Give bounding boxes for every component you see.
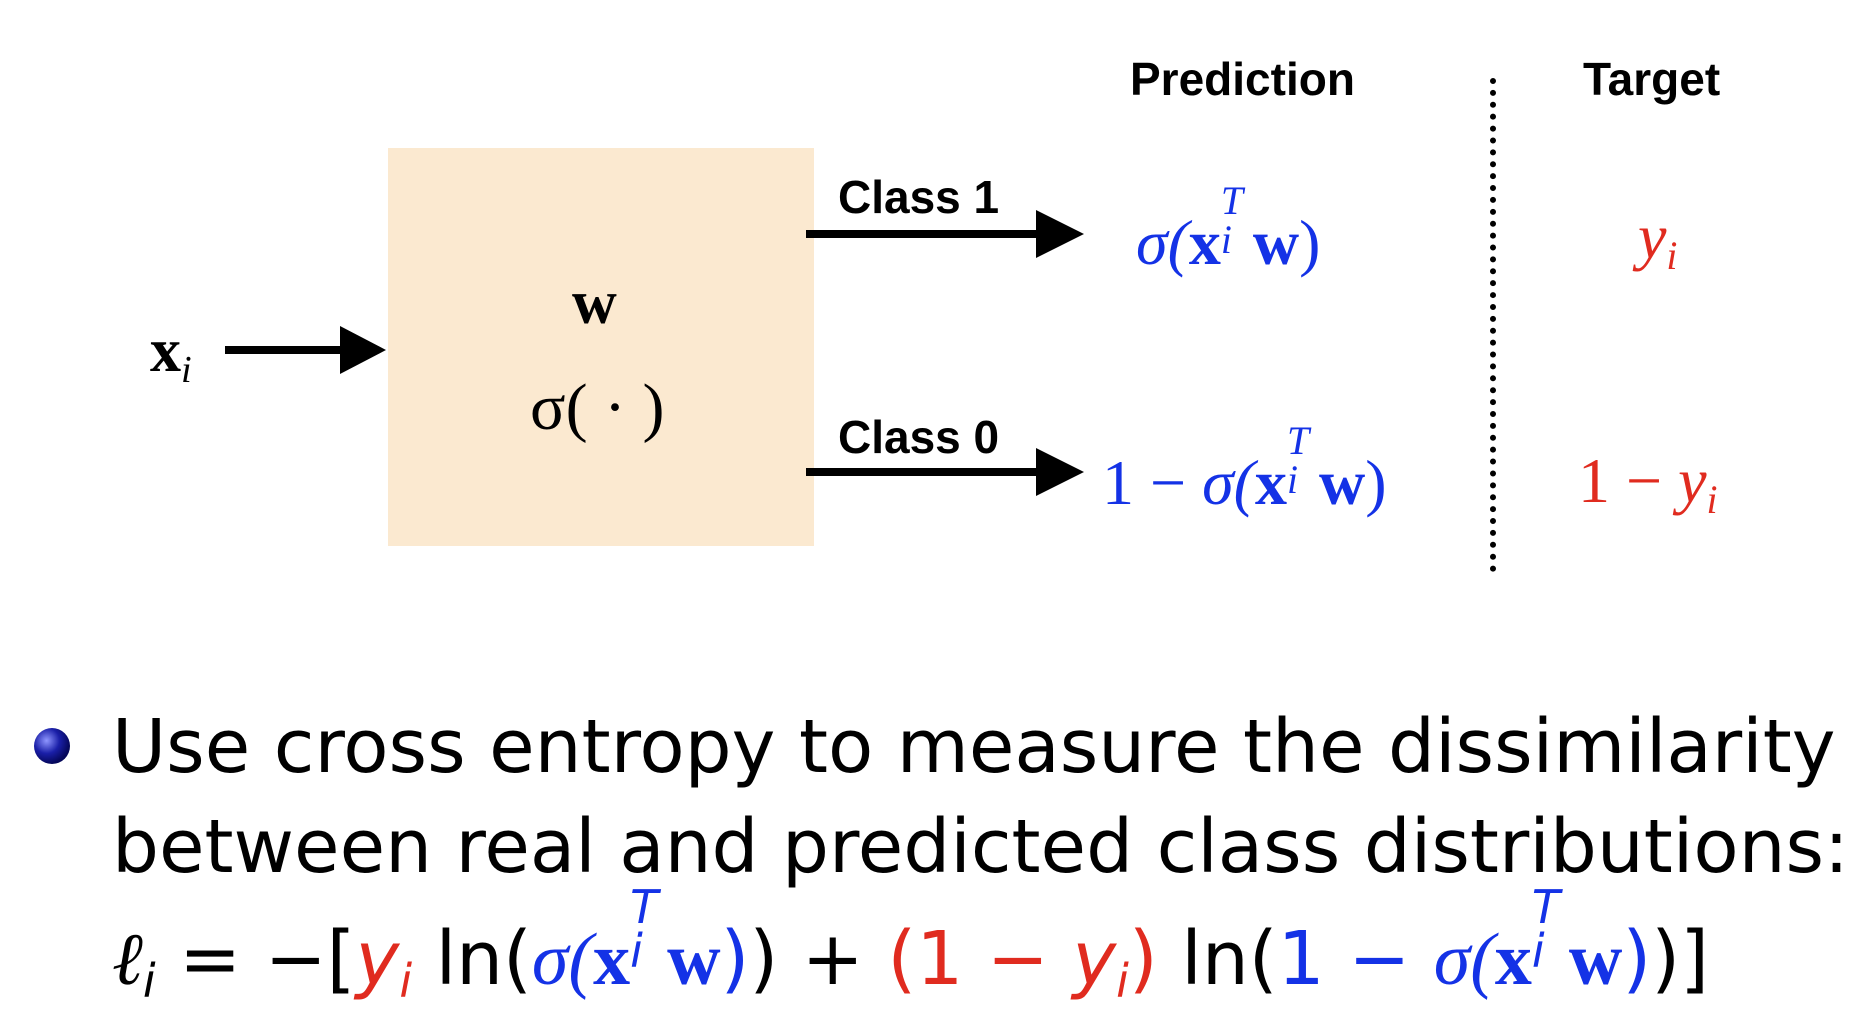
bullet-line1: Use cross entropy to measure the dissimi… bbox=[112, 704, 1836, 790]
class0-arrow-line bbox=[806, 468, 1046, 476]
target-header: Target bbox=[1583, 53, 1721, 105]
prediction-header: Prediction bbox=[1130, 53, 1355, 105]
target-class1: yi bbox=[1638, 201, 1678, 279]
bullet-icon bbox=[34, 728, 70, 764]
weights-label: w bbox=[572, 269, 617, 337]
class0-arrow-head bbox=[1036, 448, 1084, 496]
input-x: xi bbox=[150, 317, 192, 391]
target-class0: 1 − yi bbox=[1578, 445, 1718, 523]
activation-label: σ( · ) bbox=[530, 371, 665, 444]
bullet-line2: between real and predicted class distrib… bbox=[112, 804, 1849, 890]
dotted-divider bbox=[1490, 78, 1496, 572]
class1-label: Class 1 bbox=[838, 171, 1000, 223]
input-arrow-head bbox=[340, 326, 386, 374]
model-box bbox=[388, 148, 814, 546]
class1-arrow-head bbox=[1036, 210, 1084, 258]
input-arrow-line bbox=[225, 346, 355, 354]
class1-arrow-line bbox=[806, 230, 1046, 238]
class0-label: Class 0 bbox=[838, 411, 1000, 463]
